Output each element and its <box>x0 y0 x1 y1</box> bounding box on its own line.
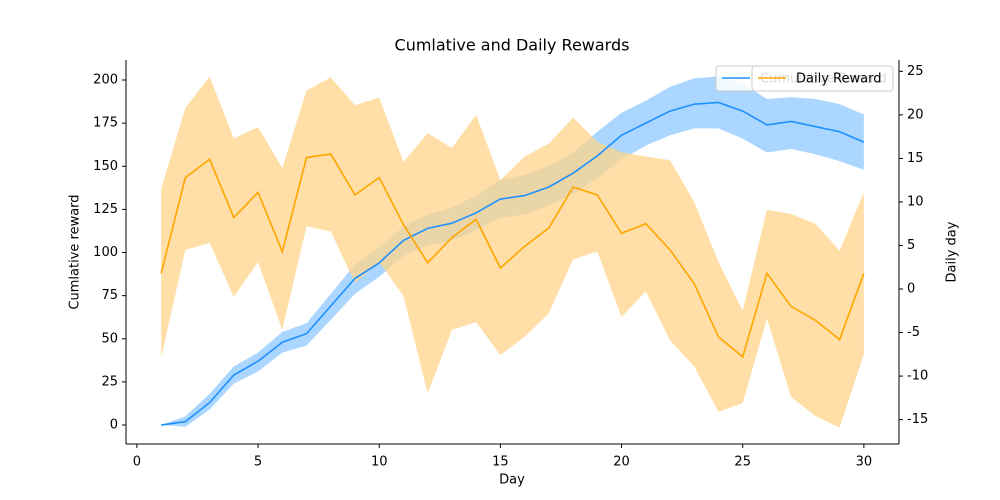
legend-box <box>751 65 894 92</box>
y2-tick-label: 15 <box>907 151 924 166</box>
y2-tick-label: 20 <box>907 107 924 122</box>
y-axis-label: Cumlative reward <box>68 194 83 309</box>
y2-tick-label: 0 <box>907 282 915 297</box>
y2-tick-label: -5 <box>907 325 920 340</box>
y-tick-label: 75 <box>101 288 118 303</box>
y-tick-label: 150 <box>93 159 118 174</box>
y-tick-label: 0 <box>110 418 118 433</box>
y2-tick-label: -10 <box>907 369 928 384</box>
y-tick-label: 125 <box>93 202 118 217</box>
y-tick-label: 25 <box>101 374 118 389</box>
x-tick-label: 25 <box>734 455 751 470</box>
y-tick-label: 200 <box>93 73 118 88</box>
y2-axis-label: Daily day <box>945 221 960 282</box>
x-tick-label: 5 <box>254 455 262 470</box>
x-tick-label: 10 <box>371 455 388 470</box>
x-tick-label: 30 <box>856 455 873 470</box>
y-tick-label: 100 <box>93 245 118 260</box>
chart-title: Cumlative and Daily Rewards <box>395 36 630 55</box>
legend: Daily Reward <box>751 65 894 92</box>
series-line <box>161 101 865 426</box>
x-tick-label: 0 <box>133 455 141 470</box>
y-tick-label: 175 <box>93 116 118 131</box>
y2-tick-label: 5 <box>907 238 915 253</box>
confidence-band <box>161 76 864 427</box>
x-axis-label: Day <box>499 473 525 488</box>
y2-tick-label: -15 <box>907 412 928 427</box>
series-line <box>160 153 865 359</box>
legend-label: Daily Reward <box>796 72 881 87</box>
y2-tick-label: 10 <box>907 194 924 209</box>
y-tick-label: 50 <box>101 331 118 346</box>
x-tick-label: 15 <box>492 455 509 470</box>
y2-tick-label: 25 <box>907 64 924 79</box>
x-tick-label: 20 <box>613 455 630 470</box>
